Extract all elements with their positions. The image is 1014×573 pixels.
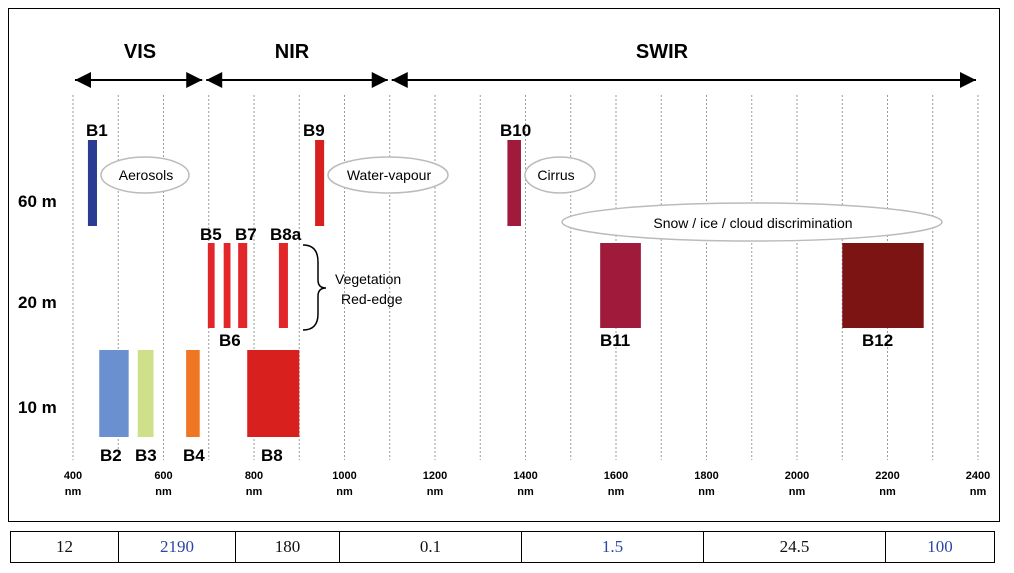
- x-tick-unit: nm: [608, 486, 625, 498]
- footer-cell: 24.5: [703, 531, 886, 563]
- x-axis-ticks: 400 nm 600 nm 800 nm 1000 nm 1200 nm 1400 nm 1600 nm 1…: [64, 470, 990, 498]
- region-label-swir: SWIR: [636, 41, 689, 63]
- x-tick-unit: nm: [970, 486, 987, 498]
- annotation-shapes: [100, 156, 943, 331]
- x-tick-label: 400: [64, 470, 82, 482]
- snow-ice-ellipse: [561, 202, 943, 242]
- gridlines: [72, 95, 979, 460]
- x-tick-unit: nm: [698, 486, 715, 498]
- spectral-bands-chart: VIS NIR SWIR 60 m 20 m 10 m B1 B2 B3 B4 …: [18, 41, 990, 498]
- x-tick-label: 1400: [513, 470, 537, 482]
- x-tick-unit: nm: [336, 486, 353, 498]
- aerosols-ellipse: [100, 156, 190, 194]
- annotation-cirrus: Cirrus: [537, 167, 574, 183]
- annotation-vegetation: Vegetation: [335, 271, 401, 287]
- footer-values-table: 12 2190 180 0.1 1.5 24.5 100: [10, 531, 995, 563]
- band-label-b10: B10: [500, 121, 531, 140]
- footer-cell: 100: [885, 531, 995, 563]
- band-bar-b9: [315, 140, 325, 226]
- x-tick-unit: nm: [246, 486, 263, 498]
- footer-cell: 1.5: [521, 531, 704, 563]
- x-tick-label: 2000: [785, 470, 809, 482]
- band-bar-b7: [238, 243, 248, 328]
- x-tick-label: 1200: [423, 470, 447, 482]
- band-label-b12: B12: [862, 331, 893, 350]
- x-tick-unit: nm: [517, 486, 534, 498]
- band-label-b11: B11: [600, 331, 630, 350]
- band-bar-b1: [87, 140, 97, 226]
- band-bar-b8a: [278, 243, 288, 328]
- resolution-label-20m: 20 m: [18, 293, 57, 312]
- resolution-label-60m: 60 m: [18, 192, 57, 211]
- x-tick-label: 2400: [966, 470, 990, 482]
- x-tick-unit: nm: [427, 486, 444, 498]
- x-tick-label: 2200: [875, 470, 899, 482]
- spectral-bands-diagram: [8, 8, 1000, 522]
- annotation-aerosols: Aerosols: [119, 167, 173, 183]
- band-label-b2: B2: [100, 446, 122, 465]
- region-label-vis: VIS: [124, 41, 156, 63]
- annotation-snow-ice-cloud: Snow / ice / cloud discrimination: [653, 215, 852, 231]
- x-tick-label: 600: [154, 470, 172, 482]
- band-bar-b8: [247, 350, 300, 437]
- table-row: 12 2190 180 0.1 1.5 24.5 100: [10, 531, 995, 563]
- x-tick-label: 1600: [604, 470, 628, 482]
- band-bar-b4: [186, 350, 200, 437]
- band-label-b1: B1: [86, 121, 108, 140]
- band-bar-b6: [223, 243, 231, 328]
- annotation-water-vapour: Water-vapour: [347, 167, 432, 183]
- x-tick-label: 1800: [694, 470, 718, 482]
- x-tick-unit: nm: [155, 486, 172, 498]
- water-vapour-ellipse: [327, 156, 449, 194]
- x-tick-unit: nm: [65, 486, 82, 498]
- annotation-red-edge: Red-edge: [341, 291, 403, 307]
- band-label-b6: B6: [219, 331, 241, 350]
- band-bars: [87, 140, 924, 437]
- band-bar-b10: [507, 140, 521, 226]
- x-tick-label: 1000: [332, 470, 356, 482]
- vegetation-brace: [302, 244, 327, 331]
- region-label-nir: NIR: [275, 41, 310, 63]
- footer-cell: 2190: [118, 531, 236, 563]
- band-bar-b11: [600, 243, 641, 328]
- resolution-label-10m: 10 m: [18, 398, 57, 417]
- x-tick-unit: nm: [789, 486, 806, 498]
- footer-cell: 0.1: [339, 531, 522, 563]
- footer-cell: 12: [10, 531, 119, 563]
- band-label-b9: B9: [303, 121, 325, 140]
- band-label-b8a: B8a: [270, 225, 302, 244]
- x-tick-unit: nm: [879, 486, 896, 498]
- band-bar-b5: [207, 243, 215, 328]
- band-label-b3: B3: [135, 446, 157, 465]
- footer-cell: 180: [235, 531, 340, 563]
- band-label-b4: B4: [183, 446, 205, 465]
- band-label-b8: B8: [261, 446, 283, 465]
- band-bar-b3: [137, 350, 154, 437]
- x-tick-label: 800: [245, 470, 263, 482]
- band-bar-b12: [842, 243, 924, 328]
- cirrus-ellipse: [524, 156, 596, 194]
- band-bar-b2: [99, 350, 129, 437]
- band-label-b7: B7: [235, 225, 257, 244]
- band-label-b5: B5: [200, 225, 222, 244]
